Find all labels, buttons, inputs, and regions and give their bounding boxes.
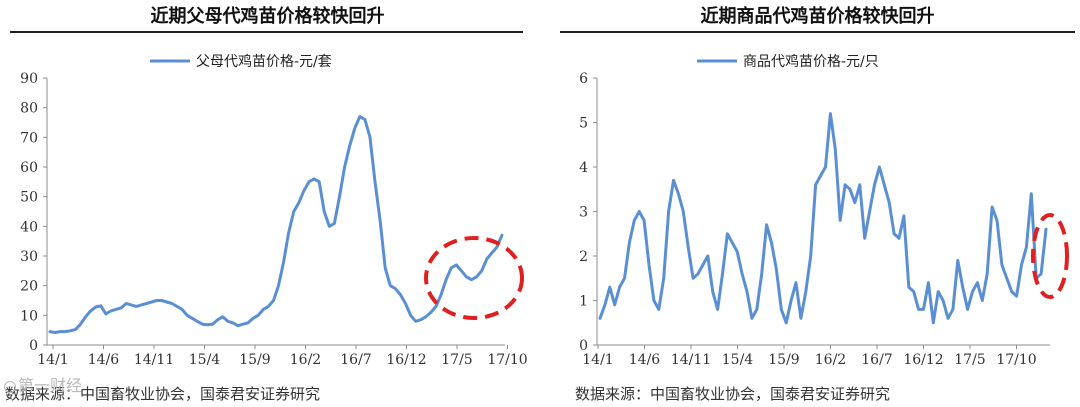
left-y-tick-label: 30 bbox=[20, 249, 38, 265]
left-x-tick-label: 16/12 bbox=[386, 352, 426, 368]
watermark-text: 第一财经 bbox=[18, 376, 83, 395]
right-x-tick-label: 14/11 bbox=[671, 352, 711, 368]
right-x-tick-label: 15/4 bbox=[722, 352, 754, 368]
left-y-tick-label: 60 bbox=[20, 160, 38, 176]
left-source-note: 数据来源：中国畜牧业协会，国泰君安证券研究 bbox=[5, 385, 321, 403]
left-x-tick-label: 16/7 bbox=[340, 352, 371, 368]
right-x-tick-label: 17/10 bbox=[996, 352, 1036, 368]
right-y-tick-label: 4 bbox=[579, 160, 588, 176]
left-x-tick-label: 15/9 bbox=[239, 352, 270, 368]
right-title-rule bbox=[560, 31, 1075, 33]
right-y-tick-label: 3 bbox=[579, 205, 588, 221]
left-y-tick-label: 90 bbox=[20, 71, 38, 87]
right-x-tick-label: 16/12 bbox=[903, 352, 943, 368]
left-y-tick-label: 50 bbox=[20, 190, 38, 206]
left-x-tick-label: 14/6 bbox=[88, 352, 120, 368]
right-source-note: 数据来源：中国畜牧业协会，国泰君安证券研究 bbox=[575, 385, 891, 403]
right-x-tick-label: 14/6 bbox=[629, 352, 661, 368]
right-x-tick-label: 14/1 bbox=[582, 352, 613, 368]
left-x-tick-label: 16/2 bbox=[290, 352, 321, 368]
left-highlight-circle bbox=[424, 236, 524, 320]
right-y-tick-label: 2 bbox=[579, 249, 588, 265]
right-x-tick-label: 16/2 bbox=[815, 352, 846, 368]
right-chart-title: 近期商品代鸡苗价格较快回升 bbox=[700, 6, 935, 27]
left-y-tick-label: 40 bbox=[20, 219, 38, 235]
right-y-tick-label: 1 bbox=[579, 294, 588, 310]
watermark-logo-icon bbox=[4, 380, 16, 393]
left-chart-title: 近期父母代鸡苗价格较快回升 bbox=[150, 6, 385, 27]
left-legend-label: 父母代鸡苗价格-元/套 bbox=[196, 53, 332, 70]
right-y-tick-label: 5 bbox=[579, 116, 588, 132]
right-x-tick-label: 16/7 bbox=[861, 352, 892, 368]
left-y-tick-label: 20 bbox=[20, 279, 38, 295]
left-y-tick-label: 80 bbox=[20, 101, 38, 117]
watermark: 第一财经 bbox=[4, 372, 82, 396]
left-x-tick-label: 15/4 bbox=[189, 352, 221, 368]
left-y-tick-label: 10 bbox=[20, 308, 38, 324]
left-title-rule bbox=[10, 31, 523, 33]
left-x-tick-label: 14/11 bbox=[134, 352, 174, 368]
right-x-tick-label: 15/9 bbox=[768, 352, 799, 368]
right-y-tick-label: 0 bbox=[579, 338, 588, 354]
left-y-tick-label: 70 bbox=[20, 130, 38, 146]
left-x-tick-label: 14/1 bbox=[37, 352, 68, 368]
right-legend-label: 商品代鸡苗价格-元/只 bbox=[743, 53, 879, 70]
right-y-tick-label: 6 bbox=[579, 71, 588, 87]
right-x-tick-label: 17/5 bbox=[954, 352, 985, 368]
right-highlight-circle bbox=[1031, 213, 1069, 299]
left-x-tick-label: 17/5 bbox=[441, 352, 472, 368]
right-price-series-line bbox=[598, 112, 1048, 325]
left-y-tick-label: 0 bbox=[29, 338, 38, 354]
left-x-tick-label: 17/10 bbox=[487, 352, 527, 368]
left-price-series-line bbox=[48, 115, 504, 334]
